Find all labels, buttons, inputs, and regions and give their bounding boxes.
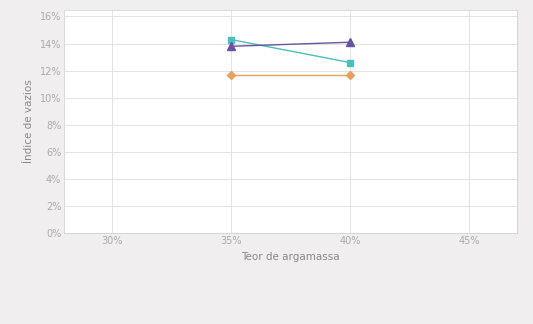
X-axis label: Teor de argamassa: Teor de argamassa	[241, 252, 340, 261]
Y-axis label: Índice de vazios: Índice de vazios	[24, 80, 34, 163]
Legend: REF, 15RCD, 30RCD: REF, 15RCD, 30RCD	[183, 323, 398, 324]
